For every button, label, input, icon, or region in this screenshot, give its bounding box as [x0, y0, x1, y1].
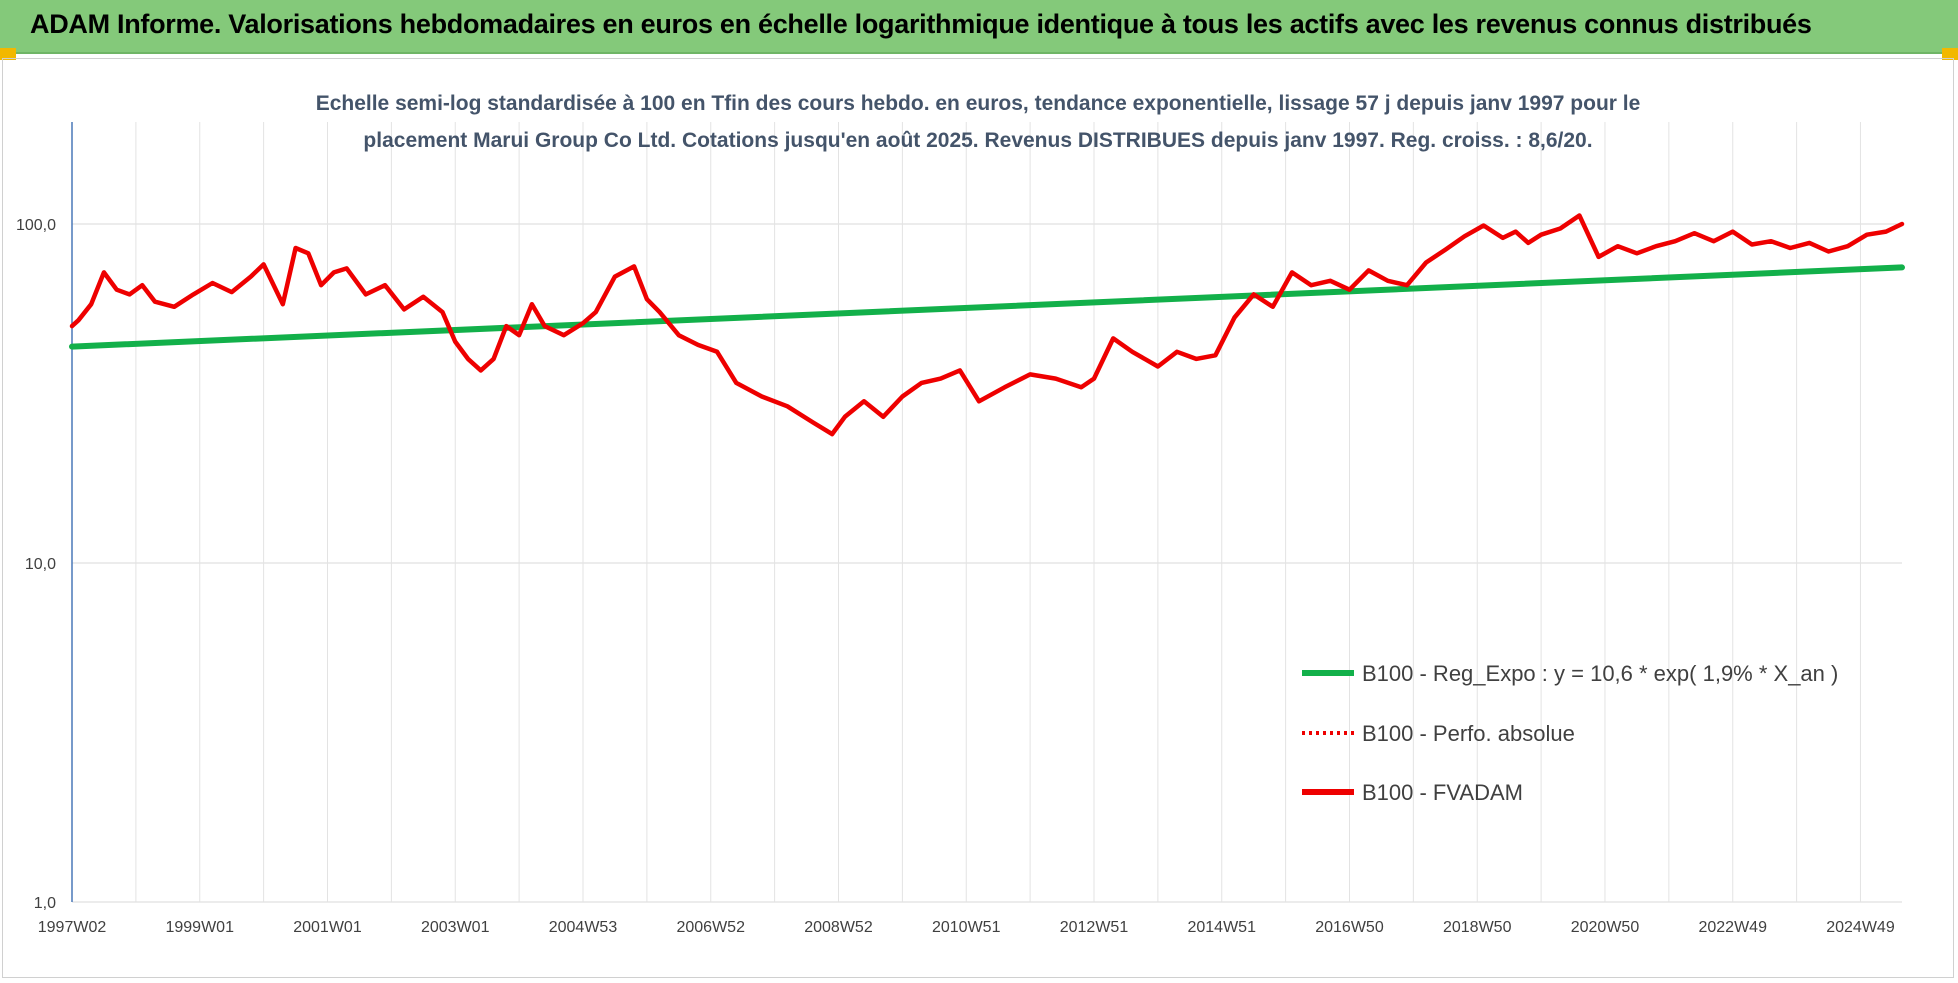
x-tick-label: 2003W01 — [421, 919, 490, 936]
legend-label: B100 - FVADAM — [1362, 780, 1523, 805]
corner-accent-top-right — [1942, 48, 1958, 60]
x-tick-label: 1999W01 — [165, 919, 234, 936]
y-tick-labels: 1,0 10,0 100,0 — [16, 217, 56, 912]
x-tick-label: 2024W49 — [1826, 919, 1895, 936]
x-tick-labels: 1997W02 1999W01 2001W01 2003W01 2004W53 2006W… — [38, 919, 1895, 936]
x-tick-label: 2016W50 — [1315, 919, 1384, 936]
series-line-fvadam — [69, 213, 1905, 437]
series — [69, 213, 1905, 437]
y-tick-label: 100,0 — [16, 217, 56, 234]
x-tick-label: 2012W51 — [1060, 919, 1129, 936]
x-tick-label: 2018W50 — [1443, 919, 1512, 936]
x-tick-label: 2001W01 — [293, 919, 362, 936]
x-tick-label: 2008W52 — [804, 919, 873, 936]
chart-subtitle-line-2: placement Marui Group Co Ltd. Cotations … — [363, 129, 1592, 152]
x-tick-label: 2004W53 — [549, 919, 618, 936]
x-tick-label: 1997W02 — [38, 919, 107, 936]
grid — [71, 122, 1902, 903]
y-tick-label: 1,0 — [34, 895, 56, 912]
series-line-reg-expo — [69, 264, 1905, 350]
y-tick-label: 10,0 — [25, 556, 56, 573]
chart-frame — [2, 58, 1954, 978]
legend-label: B100 - Reg_Expo : y = 10,6 * exp( 1,9% *… — [1362, 661, 1838, 686]
banner-title: ADAM Informe. Valorisations hebdomadaire… — [30, 9, 1812, 39]
x-tick-label: 2010W51 — [932, 919, 1001, 936]
x-tick-label: 2014W51 — [1187, 919, 1256, 936]
chart-subtitle-line-1: Echelle semi-log standardisée à 100 en T… — [316, 92, 1641, 115]
corner-accent-top-left — [0, 48, 16, 60]
x-tick-label: 2006W52 — [676, 919, 745, 936]
legend: B100 - Reg_Expo : y = 10,6 * exp( 1,9% *… — [1302, 661, 1838, 805]
legend-label: B100 - Perfo. absolue — [1362, 721, 1575, 746]
x-tick-label: 2020W50 — [1571, 919, 1640, 936]
x-tick-label: 2022W49 — [1698, 919, 1767, 936]
title-banner: ADAM Informe. Valorisations hebdomadaire… — [0, 0, 1958, 54]
